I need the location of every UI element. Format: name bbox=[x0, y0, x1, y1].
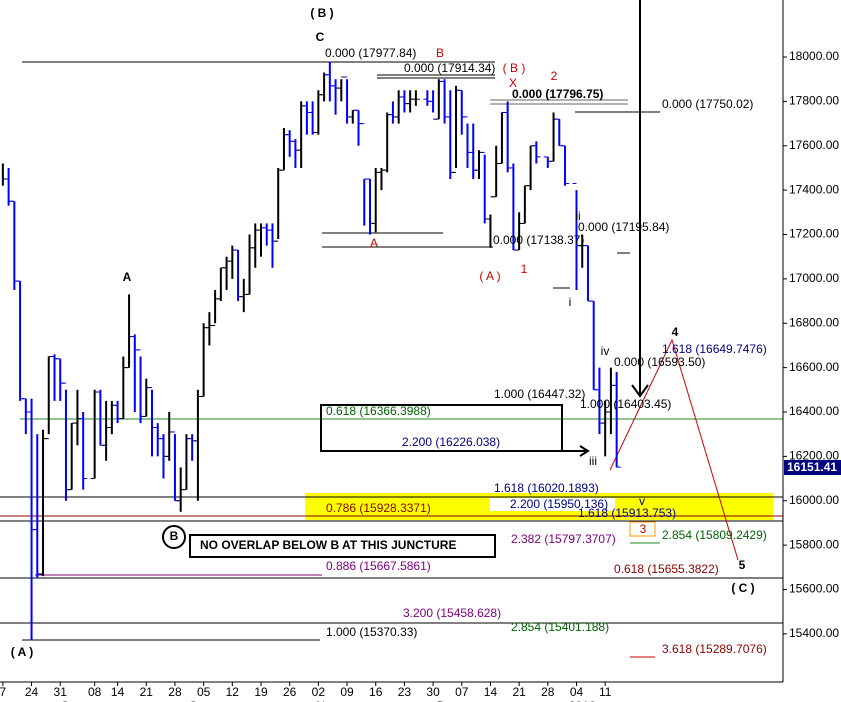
annotation: 0.000 (17914.34) bbox=[404, 61, 495, 75]
y-tick-label: 16000.00 bbox=[789, 493, 839, 507]
y-tick-label: 16800.00 bbox=[789, 315, 839, 329]
annotation: 4 bbox=[672, 325, 679, 339]
x-tick-label: 14 bbox=[484, 685, 498, 699]
x-tick-label: 7 bbox=[0, 685, 7, 699]
annotation: 1.618 (16649.7476) bbox=[662, 342, 767, 356]
annotation: 5 bbox=[739, 558, 746, 572]
y-tick-label: 15800.00 bbox=[789, 537, 839, 551]
y-tick-label: 17000.00 bbox=[789, 271, 839, 285]
x-tick-label: 08 bbox=[88, 685, 102, 699]
x-tick-label: 28 bbox=[541, 685, 555, 699]
y-tick-label: 16400.00 bbox=[789, 404, 839, 418]
y-tick-label: 17200.00 bbox=[789, 227, 839, 241]
x-tick-label: 04 bbox=[570, 685, 584, 699]
y-tick-label: 15600.00 bbox=[789, 582, 839, 596]
y-tick-label: 17400.00 bbox=[789, 182, 839, 196]
month-label: Oct bbox=[189, 699, 208, 702]
annotation: 0.000 (17977.84) bbox=[325, 46, 416, 60]
x-tick-label: 28 bbox=[168, 685, 182, 699]
annotation: 0.000 (16593.50) bbox=[614, 355, 705, 369]
x-tick-label: 24 bbox=[25, 685, 39, 699]
annotation: 1 bbox=[521, 262, 528, 276]
month-label: Sep bbox=[61, 699, 83, 702]
annotation: 3 bbox=[640, 522, 647, 536]
annotation: 0.786 (15928.3371) bbox=[326, 501, 431, 515]
annotation: C bbox=[316, 30, 325, 44]
annotation: 1.618 (16020.1893) bbox=[494, 481, 599, 495]
annotation: ii bbox=[575, 209, 580, 223]
annotation: 1.000 (15370.33) bbox=[326, 625, 417, 639]
y-tick-label: 16200.00 bbox=[789, 449, 839, 463]
annotation: 1.000 (16447.32) bbox=[494, 387, 585, 401]
y-tick-label: 16600.00 bbox=[789, 360, 839, 374]
label-box bbox=[490, 498, 615, 511]
annotation: A bbox=[370, 236, 378, 250]
last-price-box bbox=[784, 460, 841, 475]
x-tick-label: 12 bbox=[226, 685, 240, 699]
x-tick-label: 26 bbox=[283, 685, 297, 699]
annotation: 0.886 (15667.5861) bbox=[326, 559, 431, 573]
x-tick-label: 14 bbox=[111, 685, 125, 699]
annotation: 2.200 (16226.038) bbox=[402, 435, 500, 449]
x-tick-label: 07 bbox=[455, 685, 469, 699]
annotation: iv bbox=[601, 344, 610, 358]
annotation: X bbox=[509, 76, 517, 90]
month-label: 2016 bbox=[569, 699, 596, 702]
x-tick-label: 21 bbox=[512, 685, 526, 699]
last-price: 16151.41 bbox=[787, 460, 837, 474]
annotation: NO OVERLAP BELOW B AT THIS JUNCTURE bbox=[200, 538, 456, 552]
annotation: 3.618 (15289.7076) bbox=[662, 642, 767, 656]
y-tick-label: 15400.00 bbox=[789, 626, 839, 640]
x-tick-label: 23 bbox=[398, 685, 412, 699]
x-tick-label: 05 bbox=[197, 685, 211, 699]
annotation: 0.000 (17796.75) bbox=[512, 87, 603, 101]
annotation: B bbox=[170, 529, 179, 543]
annotation: A bbox=[123, 270, 132, 284]
annotation: 0.618 (16366.3988) bbox=[326, 404, 431, 418]
annotation: v bbox=[639, 494, 645, 508]
x-tick-label: 16 bbox=[369, 685, 383, 699]
annotation: 0.000 (17138.37) bbox=[493, 233, 584, 247]
annotation: 2.382 (15797.3707) bbox=[511, 532, 616, 546]
annotation: ( A ) bbox=[479, 269, 500, 283]
annotation: 2.854 (15401.188) bbox=[511, 620, 609, 634]
y-tick-label: 17800.00 bbox=[789, 94, 839, 108]
annotation: 0.000 (17750.02) bbox=[662, 97, 753, 111]
annotation: iii bbox=[589, 454, 597, 468]
x-tick-label: 31 bbox=[54, 685, 68, 699]
annotation: i bbox=[569, 295, 572, 309]
x-tick-label: 02 bbox=[312, 685, 326, 699]
month-label: Dec bbox=[437, 699, 458, 702]
annotation: ( C ) bbox=[731, 581, 754, 595]
annotation: 1.000 (16403.45) bbox=[580, 397, 671, 411]
x-tick-label: 30 bbox=[426, 685, 440, 699]
annotation: ( B ) bbox=[310, 6, 333, 20]
x-tick-label: 19 bbox=[254, 685, 268, 699]
x-tick-label: 11 bbox=[599, 685, 612, 699]
annotation: 3.200 (15458.628) bbox=[403, 606, 501, 620]
annotation: ( B ) bbox=[503, 61, 526, 75]
annotation: 2.200 (15950.136) bbox=[510, 497, 608, 511]
annotation: 0.618 (15655.3822) bbox=[614, 562, 719, 576]
annotation: B bbox=[436, 46, 444, 60]
annotation: ( A ) bbox=[11, 645, 33, 659]
y-tick-label: 17600.00 bbox=[789, 138, 839, 152]
x-tick-label: 21 bbox=[140, 685, 154, 699]
x-tick-label: 09 bbox=[340, 685, 354, 699]
annotation: 2 bbox=[551, 69, 558, 83]
annotation: 0.000 (17195.84) bbox=[578, 220, 669, 234]
month-label: Nov bbox=[316, 699, 337, 702]
annotation: 1.618 (15913.753) bbox=[578, 506, 676, 520]
level-lines bbox=[0, 0, 784, 683]
y-tick-label: 18000.00 bbox=[789, 49, 839, 63]
annotation: 2.854 (15809.2429) bbox=[662, 528, 767, 542]
